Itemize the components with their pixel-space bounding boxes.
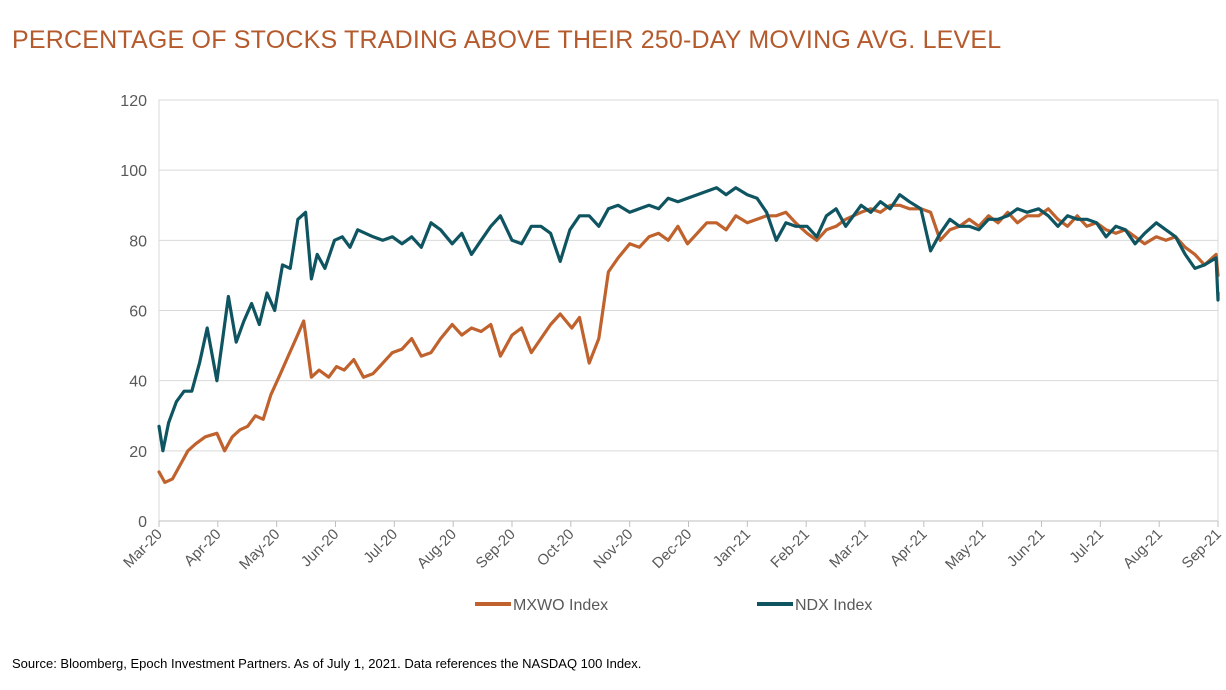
- x-tick-label-Jan-21: Jan-21: [710, 526, 754, 570]
- x-tick-label-Oct-20: Oct-20: [534, 526, 578, 570]
- x-tick-label-Nov-20: Nov-20: [590, 526, 636, 572]
- legend-label-mxwo: MXWO Index: [513, 597, 608, 614]
- x-axis-tick-labels: Mar-20 Apr-20 May-20 Jun-20 Jul-20 Aug-20 Sep-…: [120, 521, 1225, 573]
- series-line-ndx: [157, 186, 1220, 453]
- series-lines: [157, 186, 1220, 484]
- x-tick-label-Jun-21: Jun-21: [1004, 526, 1048, 570]
- series-line-mxwo: [157, 203, 1220, 484]
- y-tick-label-80: 80: [129, 233, 147, 250]
- legend: MXWO Index NDX Index: [475, 597, 872, 614]
- y-tick-label-120: 120: [120, 93, 147, 110]
- grid-lines: [158, 99, 1219, 522]
- y-tick-label-40: 40: [129, 374, 147, 391]
- y-tick-label-60: 60: [129, 304, 147, 321]
- y-tick-label-100: 100: [120, 163, 147, 180]
- y-axis-tick-labels: 0 20 40 60 80 100 120: [120, 93, 147, 531]
- x-tick-label-Mar-21: Mar-21: [826, 526, 872, 572]
- x-tick-label-Sep-20: Sep-20: [473, 526, 519, 572]
- x-tick-label-Jun-20: Jun-20: [298, 526, 342, 570]
- x-tick-label-Mar-20: Mar-20: [120, 526, 166, 572]
- x-tick-label-Feb-21: Feb-21: [767, 526, 813, 572]
- legend-label-ndx: NDX Index: [795, 597, 872, 614]
- x-tick-label-Apr-21: Apr-21: [887, 526, 931, 570]
- x-tick-label-Jul-21: Jul-21: [1066, 526, 1107, 567]
- line-chart: 0 20 40 60 80 100 120 Mar-20 Apr-20 May-20 Jun-20…: [120, 93, 1225, 614]
- x-tick-label-May-21: May-21: [942, 526, 989, 573]
- x-tick-label-May-20: May-20: [236, 526, 283, 573]
- x-tick-label-Sep-21: Sep-21: [1179, 526, 1225, 572]
- x-tick-label-Dec-20: Dec-20: [649, 526, 695, 572]
- source-note: Source: Bloomberg, Epoch Investment Part…: [12, 656, 642, 671]
- x-tick-label-Jul-20: Jul-20: [360, 526, 401, 567]
- x-tick-label-Apr-20: Apr-20: [181, 526, 225, 570]
- x-tick-label-Aug-20: Aug-20: [414, 526, 460, 572]
- x-tick-label-Aug-21: Aug-21: [1120, 526, 1166, 572]
- y-tick-label-0: 0: [138, 514, 147, 531]
- y-tick-label-20: 20: [129, 444, 147, 461]
- chart-title: PERCENTAGE OF STOCKS TRADING ABOVE THEIR…: [12, 26, 1002, 54]
